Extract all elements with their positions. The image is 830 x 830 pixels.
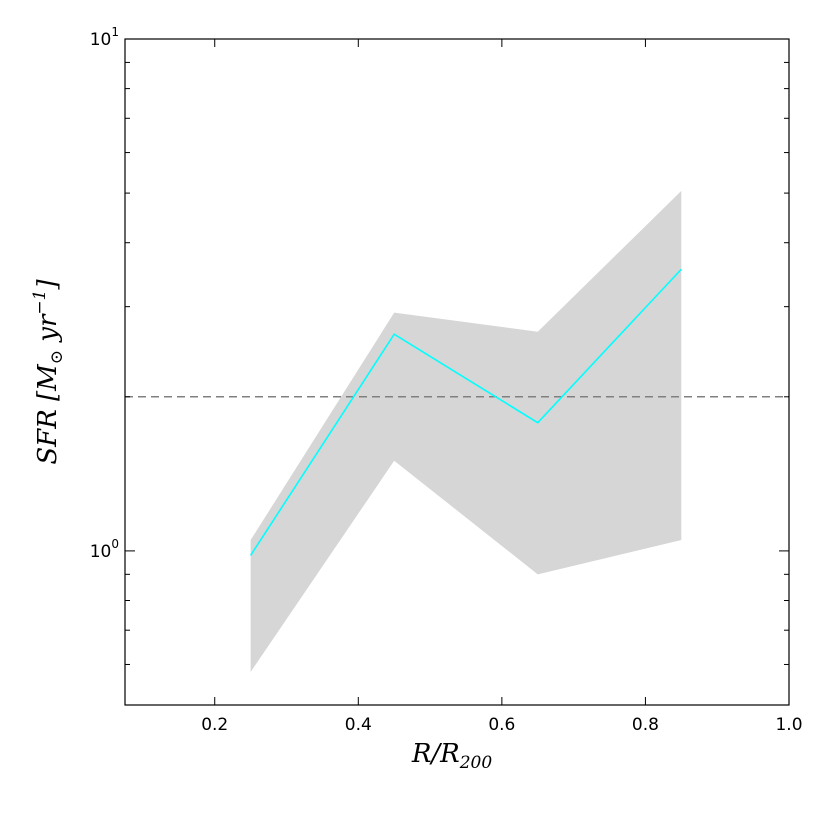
data-layer [125, 190, 789, 673]
tick-layer: 0.2 0.4 0.6 0.8 1.0 100 101 [90, 25, 803, 735]
confidence-band [250, 190, 682, 673]
x-tick-label: 0.4 [345, 715, 372, 735]
x-tick-label: 0.2 [201, 715, 228, 735]
y-axis-label: SFR [M⊙ yr−1] [30, 278, 67, 464]
x-tick-label: 0.8 [632, 715, 659, 735]
x-tick-label: 1.0 [775, 715, 802, 735]
plot-frame [124, 38, 790, 706]
x-axis-label: R/R200 [411, 739, 493, 773]
x-tick-label: 0.6 [488, 715, 515, 735]
y-tick-label: 100 [90, 537, 119, 562]
y-tick-label: 101 [90, 25, 119, 50]
series-line-0 [249, 268, 682, 556]
